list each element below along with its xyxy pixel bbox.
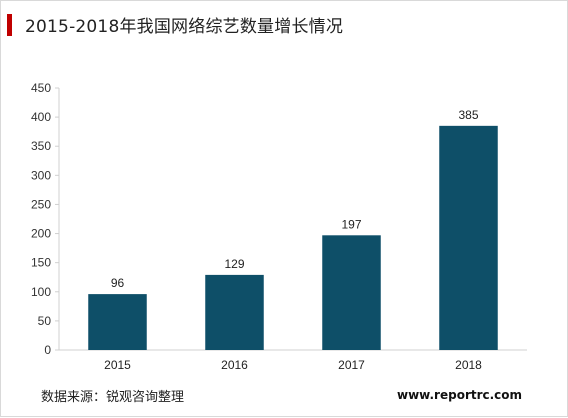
y-tick-label: 0 <box>44 343 51 357</box>
data-labels: 96 129 197 385 <box>111 108 479 290</box>
data-label-2017: 197 <box>341 217 361 231</box>
y-tick-label: 400 <box>31 110 51 124</box>
data-label-2015: 96 <box>111 276 125 290</box>
title-accent-bar <box>7 14 12 36</box>
y-tick-label: 200 <box>31 227 51 241</box>
bar-2015 <box>88 294 147 350</box>
y-tick-label: 450 <box>31 81 51 95</box>
x-tick-label-2018: 2018 <box>455 358 482 372</box>
source-note: 数据来源：锐观咨询整理 <box>41 390 185 405</box>
y-tick-label: 100 <box>31 285 51 299</box>
x-axis: 2015 2016 2017 2018 <box>59 349 527 372</box>
chart-title: 2015-2018年我国网络综艺数量增长情况 <box>25 17 344 37</box>
bar-2016 <box>205 274 264 350</box>
website-link[interactable]: www.reportrc.com <box>397 388 523 402</box>
y-axis: 0 50 100 150 200 250 300 350 400 450 <box>31 81 60 357</box>
x-tick-label-2016: 2016 <box>221 358 248 372</box>
bars <box>88 125 498 350</box>
x-tick-label-2015: 2015 <box>104 358 131 372</box>
data-label-2018: 385 <box>458 108 478 122</box>
bar-2018 <box>439 125 498 350</box>
y-tick-label: 300 <box>31 168 51 182</box>
y-tick-label: 150 <box>31 256 51 270</box>
data-label-2016: 129 <box>224 257 244 271</box>
bar-2017 <box>322 235 381 350</box>
y-tick-label: 50 <box>38 314 52 328</box>
x-tick-label-2017: 2017 <box>338 358 365 372</box>
y-tick-label: 350 <box>31 139 51 153</box>
y-tick-label: 250 <box>31 197 51 211</box>
